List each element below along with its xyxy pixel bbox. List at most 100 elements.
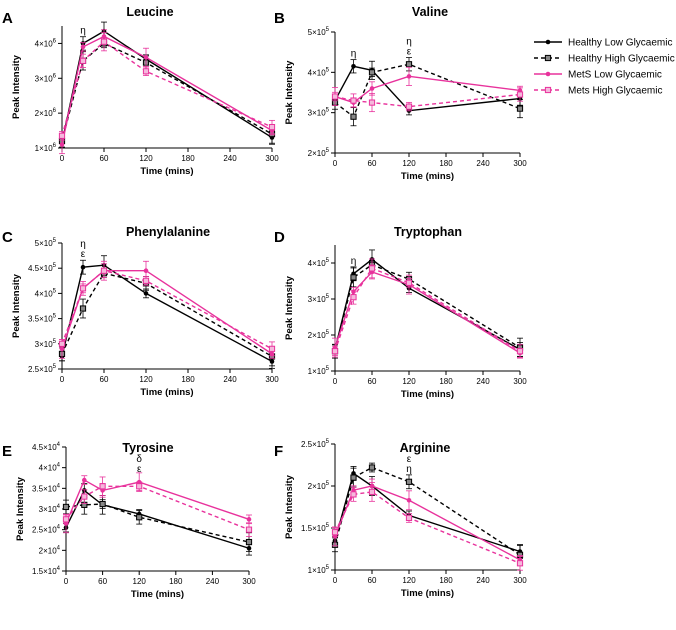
series-line (61, 30, 273, 143)
data-point (350, 491, 357, 498)
y-tick-exponent: 4 (57, 545, 61, 551)
x-tick-label: 120 (133, 577, 147, 586)
y-tick-exponent: 5 (326, 108, 330, 114)
series-line (61, 35, 273, 145)
data-point (100, 267, 108, 274)
data-point (143, 268, 149, 274)
x-tick-label: 60 (98, 577, 107, 586)
x-tick-label: 60 (368, 576, 377, 585)
series-healthy-low-glycaemic (59, 21, 275, 148)
y-tick-label: 3.5×105 (28, 314, 57, 324)
x-tick-label: 180 (181, 375, 195, 384)
panel-title: Tryptophan (394, 225, 462, 239)
data-point (331, 529, 339, 536)
data-point (79, 57, 87, 64)
x-tick-label: 180 (439, 377, 453, 386)
y-tick-exponent: 5 (326, 67, 330, 73)
panel-title: Phenylalanine (126, 225, 210, 239)
x-tick-label: 0 (333, 377, 338, 386)
data-point (62, 516, 70, 523)
data-point (350, 97, 357, 104)
series-line (61, 40, 273, 136)
y-tick-exponent: 5 (53, 238, 57, 244)
significance-annotation: η (351, 256, 357, 267)
series-mets-high-glycaemic (58, 260, 276, 357)
x-tick-label: 300 (513, 159, 527, 168)
series-healthy-low-glycaemic (332, 249, 523, 357)
significance-annotation: ε (407, 46, 412, 57)
data-point (368, 488, 376, 495)
x-tick-label: 60 (368, 159, 377, 168)
y-tick-exponent: 5 (326, 258, 330, 264)
y-tick-exponent: 4 (57, 463, 61, 469)
series-line (334, 491, 521, 564)
y-tick-mantissa: 1×10 (308, 566, 327, 575)
panel-letter: E (2, 443, 12, 460)
data-point (58, 132, 66, 139)
y-tick-label: 3×104 (39, 504, 61, 514)
significance-annotation: η (80, 25, 86, 36)
series-mets-high-glycaemic (331, 258, 524, 359)
data-point (368, 265, 376, 272)
y-tick-label: 4×105 (308, 258, 330, 268)
chart-panel-e: E Tyrosine1.5×1042×1042.5×1043×1043.5×104… (2, 441, 256, 600)
y-tick-mantissa: 1×10 (35, 144, 54, 153)
y-tick-exponent: 4 (57, 566, 61, 572)
significance-annotation: η (80, 239, 86, 250)
y-tick-exponent: 5 (326, 523, 330, 529)
legend-marker (544, 54, 552, 62)
chart-panel-c: C Phenylalanine2.5×1053×1053.5×1054×1054.… (2, 225, 279, 398)
y-tick-label: 3.5×104 (32, 483, 61, 493)
x-tick-label: 300 (513, 576, 527, 585)
y-tick-mantissa: 5×10 (35, 239, 54, 248)
y-tick-exponent: 6 (53, 143, 57, 149)
legend-entry: Healthy Low Glycaemic (534, 38, 672, 49)
x-axis-label: Time (mins) (140, 166, 193, 177)
series-line (65, 485, 250, 531)
data-point (368, 464, 376, 471)
y-tick-mantissa: 1×10 (308, 367, 327, 376)
data-point (405, 61, 413, 68)
x-tick-label: 120 (139, 375, 153, 384)
y-tick-label: 2.5×104 (32, 525, 61, 535)
x-tick-label: 0 (64, 577, 69, 586)
x-axis-label: Time (mins) (401, 389, 454, 400)
y-tick-mantissa: 2×10 (308, 482, 327, 491)
y-tick-label: 4×106 (35, 38, 57, 48)
data-point (246, 517, 252, 522)
panel-title: Tyrosine (122, 441, 173, 455)
y-tick-mantissa: 4×10 (35, 39, 54, 48)
x-tick-label: 0 (333, 576, 338, 585)
y-tick-exponent: 6 (53, 38, 57, 44)
y-tick-exponent: 5 (53, 364, 57, 370)
y-tick-exponent: 5 (326, 148, 330, 154)
data-point (405, 514, 413, 522)
panel-title: Leucine (126, 5, 173, 19)
x-axis-label: Time (mins) (401, 588, 454, 599)
x-tick-label: 60 (100, 154, 109, 163)
series-line (61, 270, 273, 355)
y-tick-mantissa: 5×10 (308, 28, 327, 37)
panel-letter: A (2, 10, 13, 27)
significance-annotation: η (406, 36, 412, 47)
x-tick-label: 240 (476, 576, 490, 585)
x-axis-label: Time (mins) (140, 387, 193, 398)
panel-title: Valine (412, 5, 448, 19)
y-tick-mantissa: 2×10 (308, 149, 327, 158)
data-point (350, 113, 357, 120)
series-mets-low-glycaemic (59, 260, 275, 359)
series-line (61, 269, 273, 350)
y-tick-exponent: 5 (53, 288, 57, 294)
data-point (368, 69, 376, 76)
series-line (334, 267, 521, 352)
y-tick-label: 5×105 (308, 27, 330, 37)
x-tick-label: 0 (60, 375, 65, 384)
y-tick-mantissa: 2×10 (35, 109, 54, 118)
legend-label: Healthy Low Glycaemic (568, 38, 672, 49)
significance-annotation: η (406, 464, 412, 475)
data-point (142, 68, 150, 75)
x-axis-label: Time (mins) (131, 589, 184, 600)
x-tick-label: 180 (439, 576, 453, 585)
y-tick-mantissa: 4.5×10 (32, 443, 57, 452)
